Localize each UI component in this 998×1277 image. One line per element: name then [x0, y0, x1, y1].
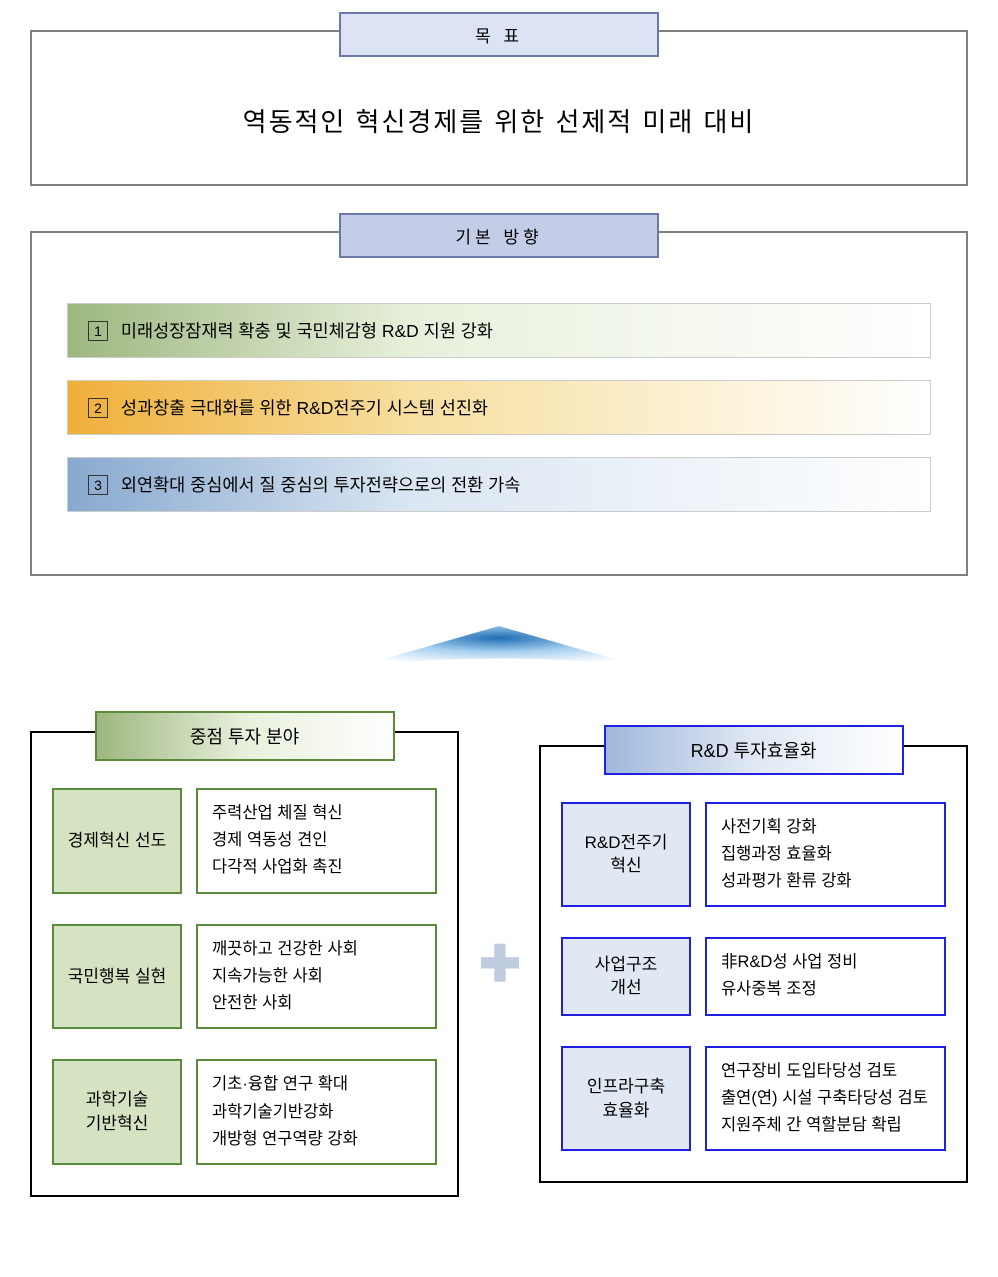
enum-3: 3: [88, 475, 108, 495]
list-line: 성과평가 환류 강화: [721, 868, 930, 895]
right-item-1-title: R&D전주기 혁신: [561, 802, 691, 908]
list-line: 연구장비 도입타당성 검토: [721, 1058, 930, 1085]
list-line: 개방형 연구역량 강화: [212, 1126, 421, 1153]
left-item-2-title: 국민행복 실현: [52, 924, 182, 1030]
goal-text: 역동적인 혁신경제를 위한 선제적 미래 대비: [67, 82, 931, 149]
list-line: 주력산업 체질 혁신: [212, 800, 421, 827]
right-item-3: 인프라구축 효율화 연구장비 도입타당성 검토 출연(연) 시설 구축타당성 검…: [561, 1046, 946, 1152]
list-line: 사전기획 강화: [721, 814, 930, 841]
left-item-1: 경제혁신 선도 주력산업 체질 혁신 경제 역동성 견인 다각적 사업화 촉진: [52, 788, 437, 894]
left-item-2: 국민행복 실현 깨끗하고 건강한 사회 지속가능한 사회 안전한 사회: [52, 924, 437, 1030]
list-line: 안전한 사회: [212, 990, 421, 1017]
direction-item-3: 3 외연확대 중심에서 질 중심의 투자전략으로의 전환 가속: [67, 457, 931, 512]
bottom-row: 중점 투자 분야 경제혁신 선도 주력산업 체질 혁신 경제 역동성 견인 다각…: [30, 731, 968, 1197]
right-item-2-title: 사업구조 개선: [561, 937, 691, 1015]
left-item-1-title: 경제혁신 선도: [52, 788, 182, 894]
left-section: 중점 투자 분야 경제혁신 선도 주력산업 체질 혁신 경제 역동성 견인 다각…: [30, 731, 459, 1197]
direction-section: 기본 방향 1 미래성장잠재력 확충 및 국민체감형 R&D 지원 강화 2 성…: [30, 231, 968, 576]
right-section: R&D 투자효율화 R&D전주기 혁신 사전기획 강화 집행과정 효율화 성과평…: [539, 745, 968, 1184]
enum-1: 1: [88, 321, 108, 341]
direction-text-1: 미래성장잠재력 확충 및 국민체감형 R&D 지원 강화: [121, 321, 493, 341]
right-item-3-title: 인프라구축 효율화: [561, 1046, 691, 1152]
left-item-3-desc: 기초·융합 연구 확대 과학기술기반강화 개방형 연구역량 강화: [196, 1059, 437, 1165]
right-item-3-desc: 연구장비 도입타당성 검토 출연(연) 시설 구축타당성 검토 지원주체 간 역…: [705, 1046, 946, 1152]
list-line: 지원주체 간 역할분담 확립: [721, 1112, 930, 1139]
left-item-1-desc: 주력산업 체질 혁신 경제 역동성 견인 다각적 사업화 촉진: [196, 788, 437, 894]
list-line: 깨끗하고 건강한 사회: [212, 936, 421, 963]
list-line: 경제 역동성 견인: [212, 827, 421, 854]
goal-section: 목 표 역동적인 혁신경제를 위한 선제적 미래 대비: [30, 30, 968, 186]
direction-text-3: 외연확대 중심에서 질 중심의 투자전략으로의 전환 가속: [121, 475, 520, 495]
left-item-3: 과학기술 기반혁신 기초·융합 연구 확대 과학기술기반강화 개방형 연구역량 …: [52, 1059, 437, 1165]
enum-2: 2: [88, 398, 108, 418]
list-line: 기초·융합 연구 확대: [212, 1071, 421, 1098]
list-line: 과학기술기반강화: [212, 1099, 421, 1126]
left-item-2-desc: 깨끗하고 건강한 사회 지속가능한 사회 안전한 사회: [196, 924, 437, 1030]
right-item-1-desc: 사전기획 강화 집행과정 효율화 성과평가 환류 강화: [705, 802, 946, 908]
direction-text-2: 성과창출 극대화를 위한 R&D전주기 시스템 선진화: [121, 398, 488, 418]
right-label: R&D 투자효율화: [604, 725, 904, 775]
list-line: 다각적 사업화 촉진: [212, 854, 421, 881]
left-item-3-title: 과학기술 기반혁신: [52, 1059, 182, 1165]
list-line: 非R&D성 사업 정비: [721, 949, 930, 976]
arrow-up-icon: [30, 621, 968, 686]
list-line: 유사중복 조정: [721, 976, 930, 1003]
right-item-2-desc: 非R&D성 사업 정비 유사중복 조정: [705, 937, 946, 1015]
direction-label: 기본 방향: [339, 213, 659, 258]
list-line: 출연(연) 시설 구축타당성 검토: [721, 1085, 930, 1112]
left-label: 중점 투자 분야: [95, 711, 395, 761]
goal-label: 목 표: [339, 12, 659, 57]
direction-item-2: 2 성과창출 극대화를 위한 R&D전주기 시스템 선진화: [67, 380, 931, 435]
plus-icon: ✚: [479, 935, 519, 993]
right-item-1: R&D전주기 혁신 사전기획 강화 집행과정 효율화 성과평가 환류 강화: [561, 802, 946, 908]
list-line: 지속가능한 사회: [212, 963, 421, 990]
right-item-2: 사업구조 개선 非R&D성 사업 정비 유사중복 조정: [561, 937, 946, 1015]
list-line: 집행과정 효율화: [721, 841, 930, 868]
direction-item-1: 1 미래성장잠재력 확충 및 국민체감형 R&D 지원 강화: [67, 303, 931, 358]
